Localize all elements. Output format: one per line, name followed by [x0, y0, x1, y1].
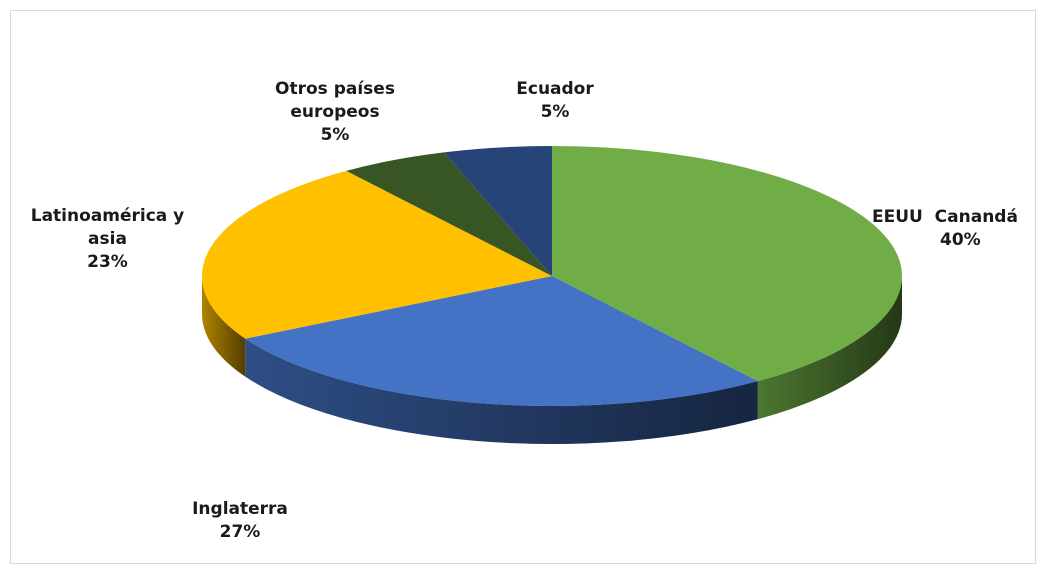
pie-side-shade-eeuu-cananda — [757, 276, 903, 420]
label-latam-line2: asia — [88, 229, 127, 249]
label-otros-line2: europeos — [290, 102, 380, 122]
pie-side-shade-inglaterra — [245, 338, 758, 444]
label-eeuu-value: 40% — [940, 230, 981, 250]
label-latam-line1: Latinoamérica y — [30, 206, 185, 226]
label-otros-line1: Otros países — [275, 79, 395, 99]
pie-slice-eeuu-cananda — [552, 146, 903, 382]
pie-slice-latinoamerica-y-asia — [201, 170, 552, 339]
label-otros-paises-europeos: Otros países europeos 5% — [260, 78, 410, 147]
label-ecuador-value: 5% — [540, 102, 570, 122]
label-otros-value: 5% — [320, 125, 350, 145]
label-inglaterra-name: Inglaterra — [192, 499, 288, 519]
pie-slices — [201, 146, 903, 406]
label-latinoamerica-asia: Latinoamérica y asia 23% — [20, 205, 195, 274]
label-inglaterra-value: 27% — [219, 522, 261, 542]
label-eeuu-canada: EEUU Canandá 40% — [872, 206, 1037, 252]
label-inglaterra: Inglaterra 27% — [175, 498, 305, 544]
label-ecuador-name: Ecuador — [516, 79, 594, 99]
pie-slice-ecuador — [443, 146, 552, 276]
pie-sides — [202, 276, 903, 444]
pie-side-shade-latinoamerica-y-asia — [202, 276, 246, 377]
label-latam-value: 23% — [87, 252, 128, 272]
label-eeuu-name: EEUU Canandá — [872, 207, 1018, 227]
pie-slice-otros-paises-europeos — [346, 152, 552, 276]
label-ecuador: Ecuador 5% — [500, 78, 610, 124]
pie-slice-inglaterra — [245, 276, 758, 406]
